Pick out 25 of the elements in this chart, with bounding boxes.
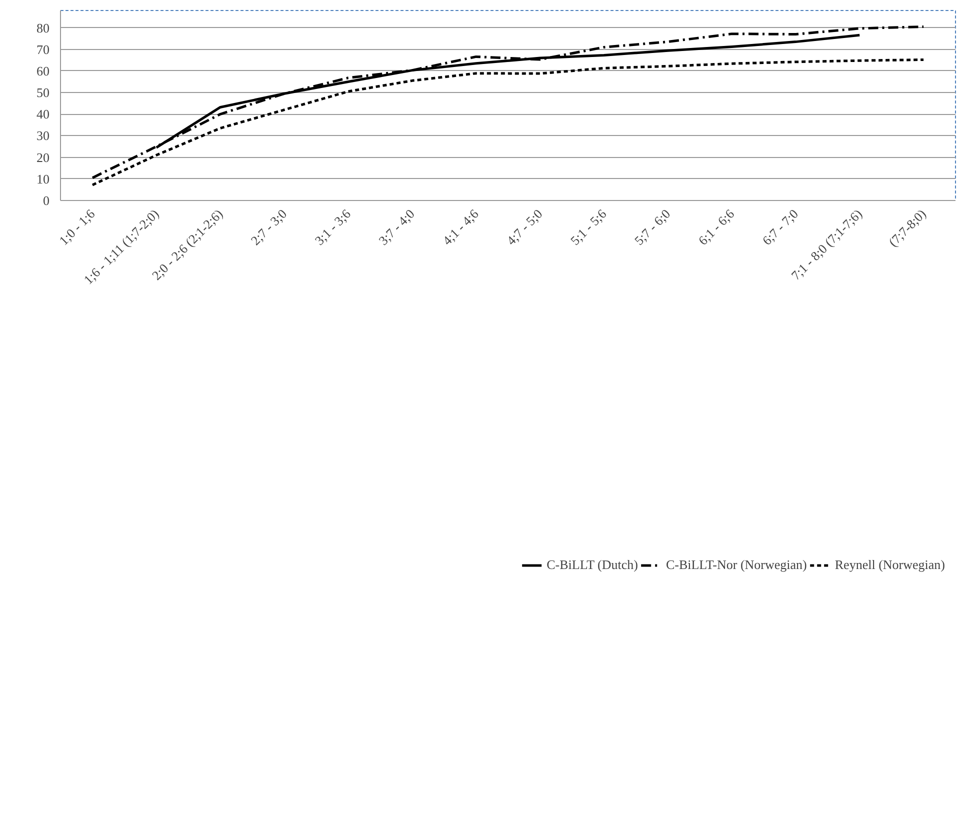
- line-series: [91, 25, 925, 180]
- y-tick-label: 70: [36, 42, 50, 57]
- y-tick-label: 20: [36, 150, 50, 165]
- y-tick-label: 80: [36, 20, 50, 36]
- line-series: [155, 34, 861, 149]
- x-tick-label: 1;0 - 1;6: [56, 206, 98, 248]
- x-tick-label: 6;7 - 7;0: [759, 206, 801, 248]
- x-tick-label: 3;7 - 4;0: [376, 206, 418, 248]
- x-tick-label: 5;7 - 6;0: [631, 206, 674, 248]
- x-tick-label: 2;7 - 3;0: [248, 206, 290, 248]
- x-tick-label: 3;1 - 3;6: [312, 206, 354, 248]
- x-tick-label: 4;1 - 4;6: [440, 206, 482, 248]
- x-tick-label: 5;1 - 5;6: [567, 206, 610, 248]
- legend-label: Reynell (Norwegian): [834, 557, 945, 573]
- y-tick-label: 40: [36, 106, 50, 122]
- x-tick-label: 6;1 - 6;6: [695, 206, 738, 248]
- legend-label: C-BiLLT-Nor (Norwegian): [666, 557, 807, 573]
- y-tick-label: 50: [36, 85, 50, 100]
- legend-label: C-BiLLT (Dutch): [546, 557, 638, 573]
- y-tick-label: 10: [36, 171, 50, 186]
- y-tick-label: 30: [36, 128, 50, 144]
- y-tick-label: 0: [43, 193, 50, 208]
- x-tick-label: 4;7 - 5;0: [504, 206, 546, 248]
- y-tick-label: 60: [36, 63, 50, 78]
- line-series: [91, 58, 925, 186]
